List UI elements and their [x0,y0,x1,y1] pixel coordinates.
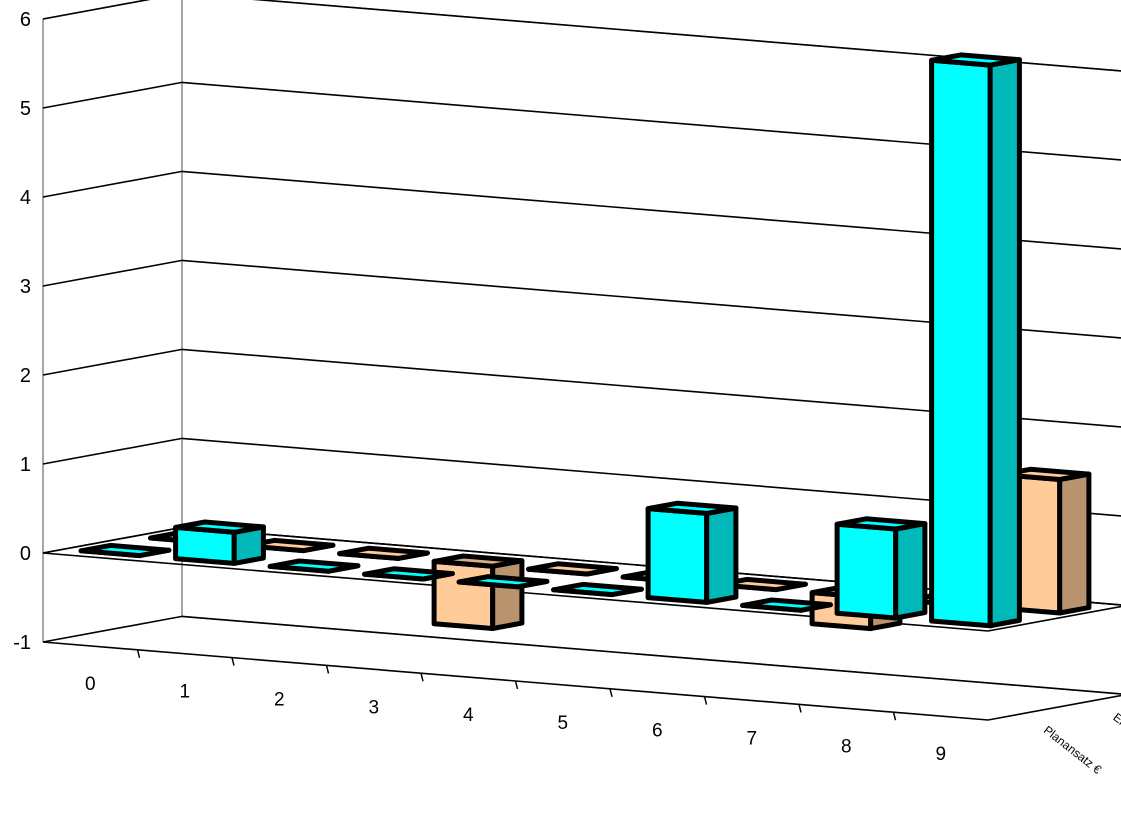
x-tick-label: 5 [557,713,568,734]
x-tick-mark [325,665,330,674]
bar-top-face [645,500,739,516]
bar-side-face [490,558,525,631]
bar-top-face [456,574,550,590]
bar-top-face [78,542,172,559]
bar [337,545,430,561]
bar-top-face [337,545,430,561]
bar-side-face [987,57,1022,629]
bar-top-face [929,52,1022,68]
x-tick-label: 3 [368,697,379,718]
bar-side-face [1057,471,1092,616]
bar [456,574,550,590]
y-axis-ticks: -1 0 1 2 3 4 5 6 [13,9,31,654]
gridline-4 [42,170,1121,250]
y-tick-label: 3 [20,276,31,298]
bar-top-face [362,566,455,582]
bar-side-face [704,505,739,605]
x-tick-label: 4 [463,705,474,726]
x-tick-mark [514,680,519,690]
bar [431,553,525,631]
bar-top-face [267,558,361,574]
x-tick-label: 9 [935,744,946,765]
x-tick-mark [136,649,141,658]
x-tick-label: 1 [179,682,190,703]
y-tick-label: -1 [13,632,31,654]
bar-top-face [431,553,525,569]
bar-front-face [929,57,993,629]
y-tick-label: 0 [20,543,31,565]
left-wall-top-edge [42,0,151,20]
bars [78,52,1092,632]
bar [834,516,928,621]
x-tick-mark [420,673,424,682]
bar [526,561,619,577]
bar [740,597,833,613]
bar-front-face [645,506,710,605]
gridline-3 [42,259,1121,339]
y-tick-label: 4 [20,187,31,209]
gridline-6 [42,0,1121,72]
series-label: Planansatz € [1041,723,1105,777]
floor-plane-zero [42,526,1121,632]
bar [267,558,361,574]
bar-front-face [834,521,899,621]
bar-side-face [893,521,928,621]
gridline-2 [42,348,1121,428]
gridline-1 [42,437,1121,517]
x-axis-ticks: 0 1 2 3 4 5 6 7 8 9 [85,649,946,765]
x-tick-mark [798,704,802,713]
x-tick-label: 7 [746,729,757,750]
bar [551,581,644,598]
x-tick-label: 2 [274,690,285,711]
chart-floor [42,526,1121,721]
y-tick-label: 5 [20,98,31,120]
y-tick-label: 1 [20,454,31,476]
bar-top-face [526,561,619,577]
bar [645,500,739,605]
x-tick-mark [609,688,613,697]
bar-top-face [740,597,833,613]
bar [362,566,455,582]
x-tick-mark [703,696,708,705]
gridline-5 [42,81,1121,161]
x-tick-label: 6 [652,721,663,742]
bar [173,519,266,566]
bar-top-face [551,581,644,598]
x-tick-mark [231,657,235,666]
bar [929,52,1022,629]
series-label: Ergebnis € [1110,710,1121,757]
floor-front-edge [42,641,1121,721]
x-tick-label: 8 [841,736,852,757]
y-tick-label: 6 [20,9,31,31]
bar-top-face [173,519,266,535]
x-tick-label: 0 [85,674,96,695]
x-tick-mark [892,712,897,721]
series-labels: Ergebnis € Planansatz € [1041,710,1121,777]
bar [78,542,172,559]
bar-top-face [834,516,928,532]
gridline--1 [42,615,1121,695]
y-tick-label: 2 [20,365,31,387]
